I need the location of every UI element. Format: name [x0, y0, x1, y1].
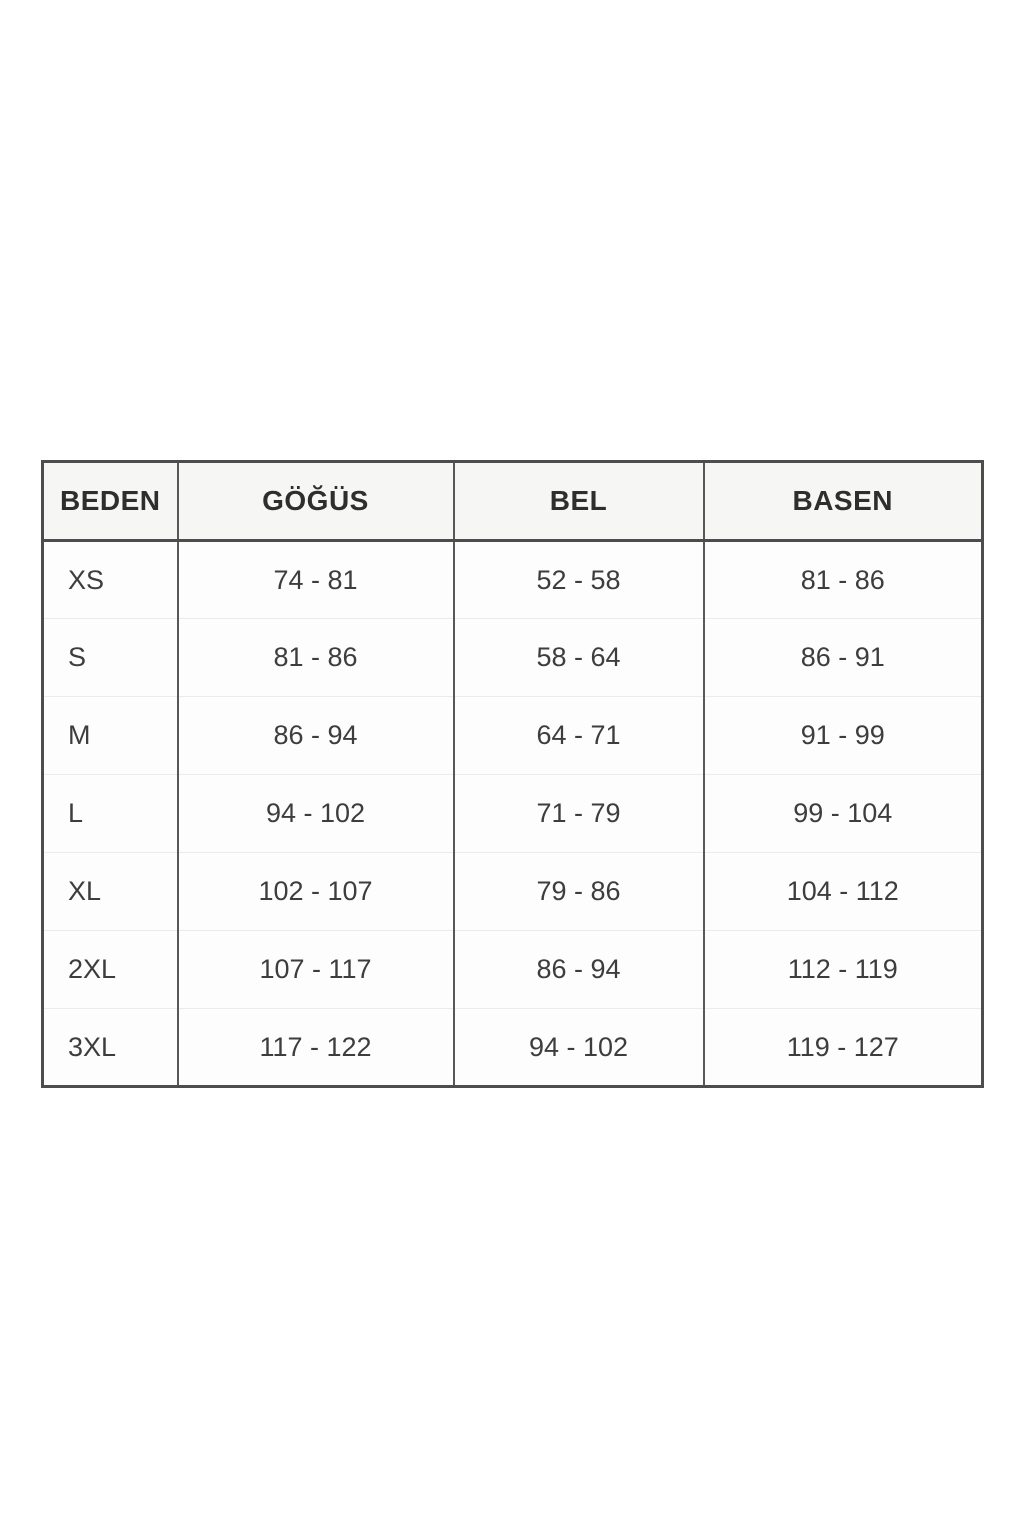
measurement-cell: 94 - 102: [176, 774, 455, 853]
header-row: BEDEN GÖĞÜS BEL BASEN: [42, 461, 983, 542]
measurement-cell: 86 - 94: [452, 930, 705, 1009]
table-row: S 81 - 86 58 - 64 86 - 91: [42, 618, 983, 697]
measurement-cell: 58 - 64: [452, 618, 705, 697]
measurement-cell: 74 - 81: [176, 540, 455, 619]
measurement-cell: 99 - 104: [702, 774, 983, 853]
table-row: XS 74 - 81 52 - 58 81 - 86: [42, 540, 983, 619]
size-chart-body: XS 74 - 81 52 - 58 81 - 86 S 81 - 86 58 - 64 86…: [42, 540, 983, 1087]
measurement-cell: 81 - 86: [176, 618, 455, 697]
table-row: M 86 - 94 64 - 71 91 - 99: [42, 696, 983, 775]
size-cell: S: [42, 618, 179, 697]
measurement-cell: 86 - 94: [176, 696, 455, 775]
measurement-cell: 64 - 71: [452, 696, 705, 775]
column-header-basen: BASEN: [702, 461, 983, 542]
measurement-cell: 52 - 58: [452, 540, 705, 619]
size-cell: M: [42, 696, 179, 775]
measurement-cell: 117 - 122: [176, 1008, 455, 1087]
measurement-cell: 91 - 99: [702, 696, 983, 775]
measurement-cell: 94 - 102: [452, 1008, 705, 1087]
size-cell: 3XL: [42, 1008, 179, 1087]
measurement-cell: 79 - 86: [452, 852, 705, 931]
column-header-bel: BEL: [452, 461, 705, 542]
column-header-gogus: GÖĞÜS: [176, 461, 455, 542]
size-chart: BEDEN GÖĞÜS BEL BASEN XS 74 - 81 52 - 58 81…: [41, 460, 984, 1088]
measurement-cell: 81 - 86: [702, 540, 983, 619]
column-header-beden: BEDEN: [42, 461, 179, 542]
table-row: 2XL 107 - 117 86 - 94 112 - 119: [42, 930, 983, 1009]
size-cell: XL: [42, 852, 179, 931]
measurement-cell: 119 - 127: [702, 1008, 983, 1087]
size-chart-header: BEDEN GÖĞÜS BEL BASEN: [42, 461, 983, 542]
size-cell: 2XL: [42, 930, 179, 1009]
measurement-cell: 104 - 112: [702, 852, 983, 931]
table-row: XL 102 - 107 79 - 86 104 - 112: [42, 852, 983, 931]
table-row: 3XL 117 - 122 94 - 102 119 - 127: [42, 1008, 983, 1087]
measurement-cell: 86 - 91: [702, 618, 983, 697]
size-cell: XS: [42, 540, 179, 619]
size-cell: L: [42, 774, 179, 853]
table-row: L 94 - 102 71 - 79 99 - 104: [42, 774, 983, 853]
measurement-cell: 102 - 107: [176, 852, 455, 931]
measurement-cell: 107 - 117: [176, 930, 455, 1009]
measurement-cell: 112 - 119: [702, 930, 983, 1009]
measurement-cell: 71 - 79: [452, 774, 705, 853]
size-chart-table: BEDEN GÖĞÜS BEL BASEN XS 74 - 81 52 - 58 81…: [41, 460, 984, 1088]
